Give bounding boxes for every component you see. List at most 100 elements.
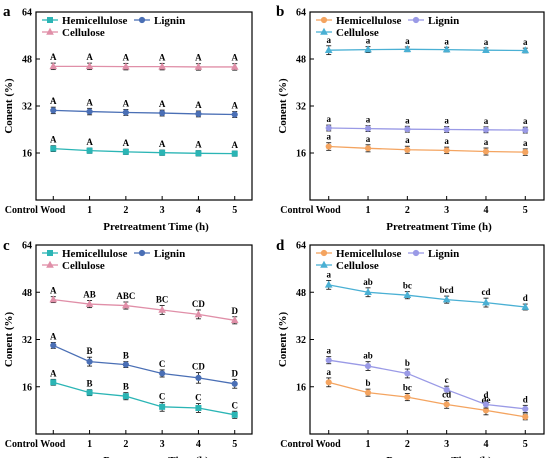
data-point — [195, 405, 202, 412]
data-point — [325, 124, 332, 132]
y-tick-label: 64 — [296, 241, 306, 252]
x-tick-label: 2 — [405, 439, 410, 450]
series-lignin: A B B C CD D — [50, 331, 238, 389]
data-point — [364, 362, 372, 370]
significance-label: a — [405, 36, 410, 46]
data-point — [522, 126, 529, 134]
legend-label: Hemicellulose — [62, 15, 127, 27]
legend-label: Lignin — [428, 248, 459, 260]
x-tick-label: 2 — [123, 205, 128, 216]
x-tick-label: 4 — [483, 439, 488, 450]
series-line — [328, 381, 526, 418]
legend-item: Hemicellulose — [316, 248, 401, 260]
significance-label: a — [523, 138, 528, 148]
legend-item: Cellulose — [316, 27, 379, 39]
plot-frame — [35, 11, 253, 201]
significance-label: A — [50, 135, 57, 145]
data-point — [443, 147, 450, 154]
x-tick-label: Control Wood — [5, 439, 66, 450]
y-tick-label: 64 — [22, 241, 32, 252]
x-tick-label: Control Wood — [5, 205, 66, 216]
x-tick-label: 3 — [160, 439, 165, 450]
x-tick-label: 1 — [87, 205, 92, 216]
data-point — [122, 62, 130, 70]
data-point — [159, 149, 166, 156]
data-point — [404, 146, 411, 153]
significance-label: a — [523, 116, 528, 126]
significance-label: b — [405, 358, 410, 368]
legend-marker — [138, 16, 146, 24]
legend-label: Cellulose — [336, 260, 379, 272]
significance-label: AB — [83, 290, 96, 300]
data-point — [231, 380, 238, 387]
significance-label: A — [50, 286, 57, 296]
legend-marker — [46, 260, 54, 268]
series-line — [328, 145, 526, 153]
significance-label: a — [326, 346, 331, 356]
y-tick-label: 48 — [296, 55, 306, 66]
data-point — [364, 288, 372, 296]
x-tick-label: 1 — [366, 439, 371, 450]
data-point — [404, 126, 411, 133]
legend-marker — [138, 249, 146, 257]
y-axis-label: Conent (%) — [3, 78, 15, 134]
y-axis-label: Conent (%) — [277, 312, 289, 368]
data-point — [195, 110, 202, 118]
data-point — [231, 111, 238, 118]
legend-marker — [320, 249, 328, 257]
significance-label: a — [484, 116, 489, 126]
data-point — [404, 370, 411, 377]
x-tick-label: 5 — [523, 439, 528, 450]
significance-label: bcd — [440, 285, 454, 295]
panel-c: c 16 32 48 64 Control Wood 1 2 3 4 5 Pretreatment T… — [3, 238, 253, 458]
y-tick-label: 16 — [296, 382, 306, 393]
significance-label: cd — [481, 287, 490, 297]
y-tick-label: 32 — [296, 102, 306, 113]
data-point — [443, 126, 450, 133]
significance-label: ABC — [116, 291, 135, 301]
data-point — [195, 374, 202, 381]
significance-label: CD — [192, 362, 205, 372]
series-line — [53, 344, 235, 385]
x-tick-label: 1 — [87, 439, 92, 450]
series-cellulose: a ab bc bcd cd d — [324, 269, 530, 311]
significance-label: d — [523, 293, 528, 303]
significance-label: a — [444, 36, 449, 46]
significance-label: bc — [403, 281, 412, 291]
data-point — [194, 62, 203, 70]
significance-label: a — [484, 137, 489, 147]
legend-label: Cellulose — [62, 260, 105, 272]
data-point — [231, 411, 238, 418]
significance-label: C — [159, 391, 166, 401]
plot-frame — [35, 244, 253, 435]
data-point — [443, 401, 450, 408]
legend-label: Cellulose — [62, 27, 105, 39]
x-tick-label: 2 — [405, 205, 410, 216]
significance-label: A — [195, 100, 202, 110]
data-point — [49, 295, 58, 303]
legend-item: Cellulose — [316, 260, 379, 272]
legend-marker — [320, 260, 328, 268]
x-tick-label: 3 — [444, 205, 449, 216]
panel-label: a — [3, 4, 11, 20]
significance-label: A — [159, 99, 166, 109]
legend-label: Lignin — [154, 248, 185, 260]
series-line — [328, 48, 526, 52]
x-tick-label: 3 — [160, 205, 165, 216]
series-line — [328, 284, 526, 308]
data-point — [158, 305, 166, 313]
y-tick-label: 16 — [22, 382, 32, 393]
data-point — [49, 62, 58, 70]
panel-label: c — [3, 238, 10, 254]
x-tick-label: 5 — [232, 439, 237, 450]
legend-item: Hemicellulose — [316, 15, 401, 27]
data-point — [122, 301, 130, 309]
significance-label: a — [326, 367, 331, 377]
significance-label: B — [87, 346, 93, 356]
significance-label: a — [326, 269, 331, 279]
significance-label: a — [326, 132, 331, 142]
